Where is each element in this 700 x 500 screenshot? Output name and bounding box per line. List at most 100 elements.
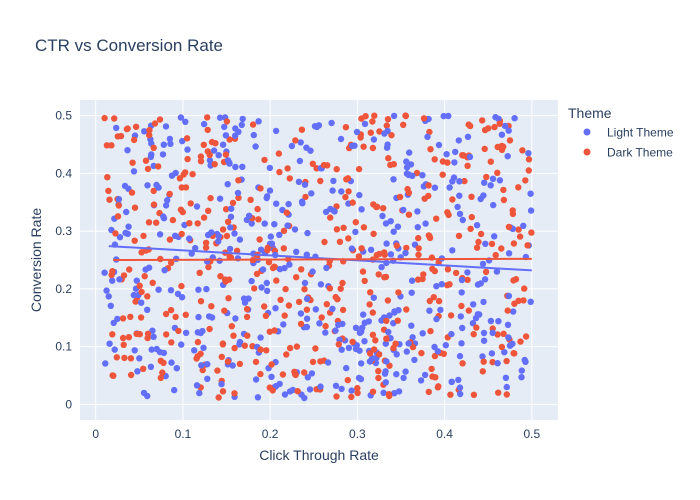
light-theme-point (301, 279, 309, 287)
light-theme-point (261, 220, 268, 227)
dark-theme-point (370, 346, 378, 353)
dark-theme-point (202, 244, 210, 251)
dark-theme-point (404, 185, 411, 193)
light-theme-point (395, 388, 403, 395)
dark-theme-point (283, 351, 290, 358)
dark-theme-point (127, 355, 135, 362)
legend-item-dark-theme[interactable]: Dark Theme (583, 146, 674, 160)
light-theme-point (433, 315, 440, 323)
trendlines (108, 245, 532, 272)
dark-theme-point (511, 300, 518, 307)
dark-theme-point (342, 193, 349, 201)
dark-theme-point (187, 200, 194, 207)
dark-theme-point (184, 155, 191, 163)
dark-theme-point (500, 186, 507, 194)
dark-theme-point (297, 320, 305, 328)
x-tick-label: 0.3 (349, 427, 366, 441)
dark-theme-point (200, 141, 207, 148)
dark-theme-point (425, 192, 432, 200)
dark-theme-point (193, 355, 200, 362)
light-theme-point (329, 187, 336, 194)
light-theme-point (216, 195, 224, 202)
dark-theme-point (284, 165, 291, 172)
dark-theme-point (402, 112, 410, 120)
light-theme-point (168, 359, 175, 366)
light-theme-point (248, 220, 255, 227)
light-theme-point (402, 368, 409, 375)
dark-theme-point (459, 360, 466, 367)
light-theme-point (304, 229, 311, 237)
dark-theme-point (445, 211, 452, 219)
dark-theme-point (369, 388, 377, 395)
dark-theme-point (521, 285, 528, 292)
light-theme-point (141, 128, 148, 135)
dark-theme-point (226, 136, 233, 143)
light-theme-point (110, 319, 117, 327)
light-theme-point (466, 153, 474, 161)
dark-theme-point (373, 203, 380, 211)
legend-marker-dark (583, 148, 591, 156)
light-theme-point (338, 188, 345, 195)
light-theme-point (352, 228, 359, 236)
dark-theme-point (381, 274, 388, 281)
light-theme-point (266, 187, 274, 194)
dark-theme-point (452, 269, 460, 277)
dark-theme-point (144, 165, 152, 173)
dark-theme-point (481, 145, 488, 153)
light-theme-point (221, 123, 228, 131)
light-theme-point (408, 289, 415, 296)
dark-theme-point (455, 232, 463, 240)
dark-theme-point (333, 226, 341, 233)
dark-theme-point (447, 312, 455, 319)
light-theme-point (348, 387, 355, 394)
dark-theme-point (151, 120, 159, 127)
light-theme-point (166, 135, 174, 143)
dark-theme-point (384, 297, 392, 304)
light-theme-point (456, 384, 464, 391)
light-theme-point (527, 298, 534, 305)
dark-theme-point (492, 251, 499, 259)
light-theme-point (454, 203, 461, 211)
dark-theme-point (115, 202, 123, 209)
dark-theme-point (302, 193, 309, 201)
light-theme-point (159, 151, 167, 158)
dark-theme-point (370, 230, 377, 237)
light-theme-point (196, 389, 203, 397)
dark-theme-point (517, 338, 524, 345)
light-theme-point (378, 263, 385, 271)
legend-item-light-theme[interactable]: Light Theme (583, 126, 674, 140)
light-theme-point (446, 184, 453, 191)
light-theme-point (385, 328, 392, 336)
dark-theme-point (494, 331, 501, 338)
dark-theme-point (447, 391, 454, 398)
light-theme-point (191, 347, 198, 354)
light-theme-point (228, 205, 235, 212)
dark-theme-point (349, 199, 356, 206)
light-theme-point (502, 374, 510, 381)
light-theme-point (200, 120, 208, 128)
light-theme-point (505, 334, 512, 341)
dark-theme-point (243, 313, 251, 321)
dark-theme-point (321, 238, 328, 246)
light-theme-point (402, 249, 409, 257)
dark-theme-point (261, 303, 268, 310)
light-theme-point (231, 230, 238, 237)
dark-theme-point (510, 277, 517, 284)
light-theme-point (178, 341, 185, 348)
dark-theme-point (409, 343, 417, 351)
light-theme-point (414, 224, 421, 231)
dark-theme-point (388, 132, 395, 139)
light-theme-point (360, 311, 367, 318)
dark-theme-point (146, 131, 153, 139)
dark-theme-point (119, 334, 127, 342)
light-theme-point (208, 314, 216, 321)
y-tick-label: 0.2 (55, 282, 72, 296)
light-theme-point (224, 157, 232, 164)
light-theme-point (503, 383, 510, 391)
light-theme-point (456, 210, 464, 218)
light-theme-point (281, 264, 288, 272)
light-theme-point (301, 181, 309, 188)
light-theme-point (332, 382, 340, 389)
x-axis-ticks: 0 0.1 0.2 0.3 0.4 0.5 (92, 427, 540, 441)
dark-theme-point (126, 266, 133, 273)
